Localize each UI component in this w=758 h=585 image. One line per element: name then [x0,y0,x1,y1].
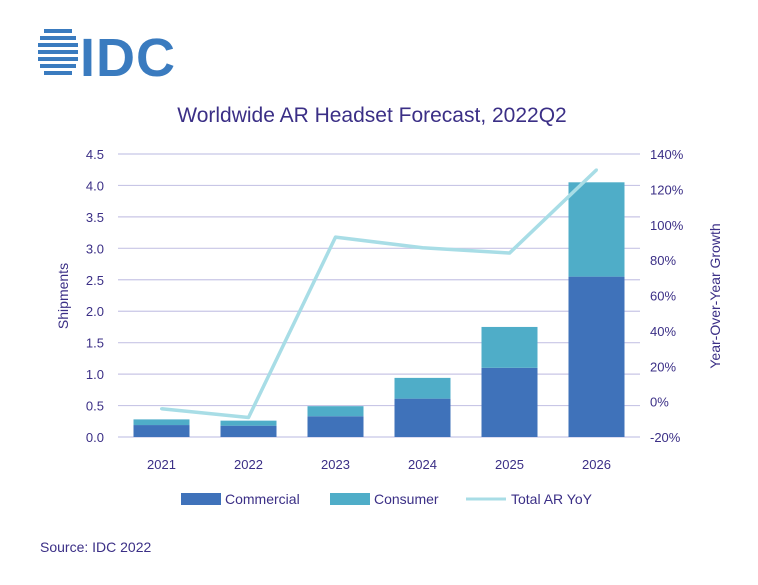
y-tick-label: 2.5 [86,273,104,288]
bar-commercial [133,425,190,437]
legend: Commercial Consumer Total AR YoY [181,491,593,507]
bar-consumer [568,182,625,277]
legend-label-yoy: Total AR YoY [511,491,593,507]
y2-axis-title: Year-Over-Year Growth [707,223,723,368]
y2-tick-label: 100% [650,218,684,233]
y-tick-label: 3.5 [86,210,104,225]
chart-title: Worldwide AR Headset Forecast, 2022Q2 [177,104,566,127]
bar-commercial [220,425,277,437]
yoy-point [160,407,163,411]
y-tick-label: 4.0 [86,178,104,193]
y-tick-label: 1.5 [86,336,104,351]
y2-tick-label: -20% [650,430,681,445]
x-tick-label: 2026 [582,457,611,472]
y2-tick-label: 60% [650,289,676,304]
yoy-point [508,251,511,255]
y2-axis-ticks: -20% 0% 20% 40% 60% 80% 100% 120% 140% [650,147,684,445]
y2-tick-label: 120% [650,182,684,197]
y2-tick-label: 140% [650,147,684,162]
y-tick-label: 4.5 [86,147,104,162]
bar-consumer [307,406,364,417]
bars [133,182,625,437]
legend-label-commercial: Commercial [225,491,300,507]
yoy-point [595,168,598,172]
y2-tick-label: 20% [650,359,676,374]
bar-commercial [568,276,625,437]
x-tick-label: 2023 [321,457,350,472]
yoy-line [160,168,598,420]
globe-icon [38,29,78,75]
bar-consumer [220,420,277,426]
bar-consumer [394,377,451,399]
yoy-point [421,246,424,250]
bar-consumer [133,419,190,426]
y-tick-label: 0.0 [86,430,104,445]
source-note: Source: IDC 2022 [40,539,151,555]
legend-swatch-commercial [181,493,221,505]
y2-tick-label: 80% [650,253,676,268]
bar-consumer [481,326,538,368]
y-tick-label: 1.0 [86,367,104,382]
y-tick-label: 0.5 [86,399,104,414]
x-tick-label: 2022 [234,457,263,472]
bar-commercial [307,416,364,437]
gridlines [118,153,640,438]
idc-logo: IDC [38,28,176,88]
y-tick-label: 3.0 [86,241,104,256]
legend-swatch-consumer [330,493,370,505]
x-tick-label: 2024 [408,457,437,472]
x-tick-label: 2025 [495,457,524,472]
x-axis-ticks: 2021 2022 2023 2024 2025 2026 [147,457,611,472]
logo-text: IDC [80,28,176,88]
y-tick-label: 2.0 [86,304,104,319]
y-axis-title: Shipments [55,263,71,329]
legend-label-consumer: Consumer [374,491,439,507]
yoy-line-path [161,168,598,420]
y-axis-ticks: 0.0 0.5 1.0 1.5 2.0 2.5 3.0 3.5 4.0 4.5 [86,147,104,445]
yoy-point [334,235,337,239]
bar-commercial [481,367,538,437]
y2-tick-label: 40% [650,324,676,339]
y2-tick-label: 0% [650,395,669,410]
yoy-point [247,416,250,420]
bar-commercial [394,398,451,437]
x-tick-label: 2021 [147,457,176,472]
